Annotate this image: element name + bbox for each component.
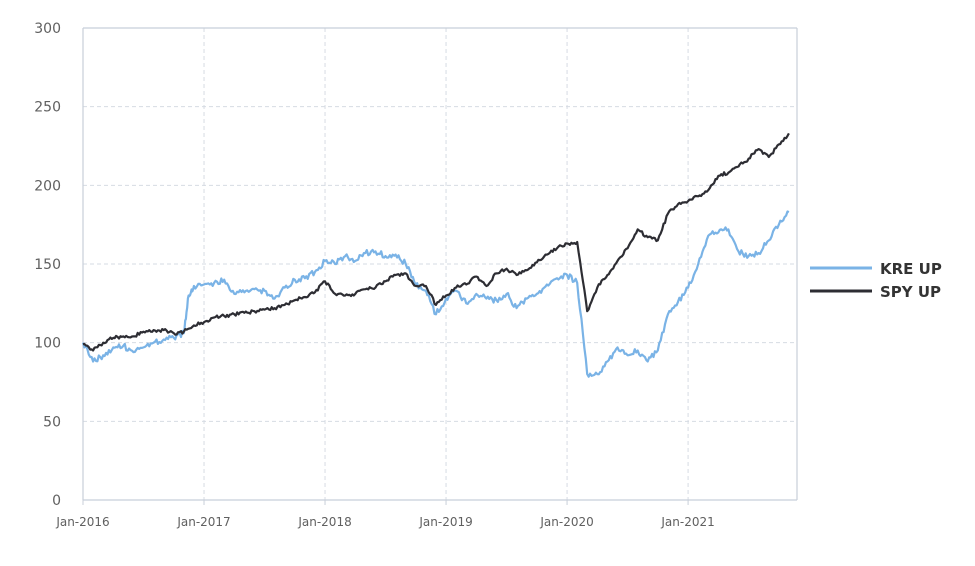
- x-tick-label: Jan-2019: [418, 515, 472, 529]
- y-tick-label: 50: [43, 414, 61, 430]
- y-axis-ticks: 0 50 100 150 200 250 300: [34, 21, 61, 509]
- grid: [83, 27, 797, 500]
- legend-label-spy: SPY UP: [880, 283, 941, 301]
- x-tick-label: Jan-2018: [297, 515, 351, 529]
- series-lines: [81, 132, 790, 378]
- legend-label-kre: KRE UP: [880, 260, 942, 278]
- x-tick-label: Jan-2020: [539, 515, 593, 529]
- y-tick-label: 150: [34, 257, 61, 273]
- legend-item-spy[interactable]: SPY UP: [810, 283, 941, 301]
- x-tick-label: Jan-2021: [660, 515, 714, 529]
- series-line-kre-up[interactable]: [81, 210, 790, 378]
- x-tick-label: Jan-2016: [55, 515, 109, 529]
- y-tick-label: 0: [52, 493, 61, 509]
- x-axis-ticks: Jan-2016 Jan-2017 Jan-2018 Jan-2019 Jan-2020…: [55, 515, 714, 529]
- y-tick-label: 200: [34, 178, 61, 194]
- y-tick-label: 300: [34, 21, 61, 37]
- legend[interactable]: KRE UP SPY UP: [810, 260, 942, 301]
- series-line-spy-up[interactable]: [82, 132, 790, 352]
- y-tick-label: 100: [34, 336, 61, 352]
- y-tick-label: 250: [34, 100, 61, 116]
- legend-item-kre[interactable]: KRE UP: [810, 260, 942, 278]
- axes: [82, 27, 798, 505]
- x-tick-label: Jan-2017: [176, 515, 230, 529]
